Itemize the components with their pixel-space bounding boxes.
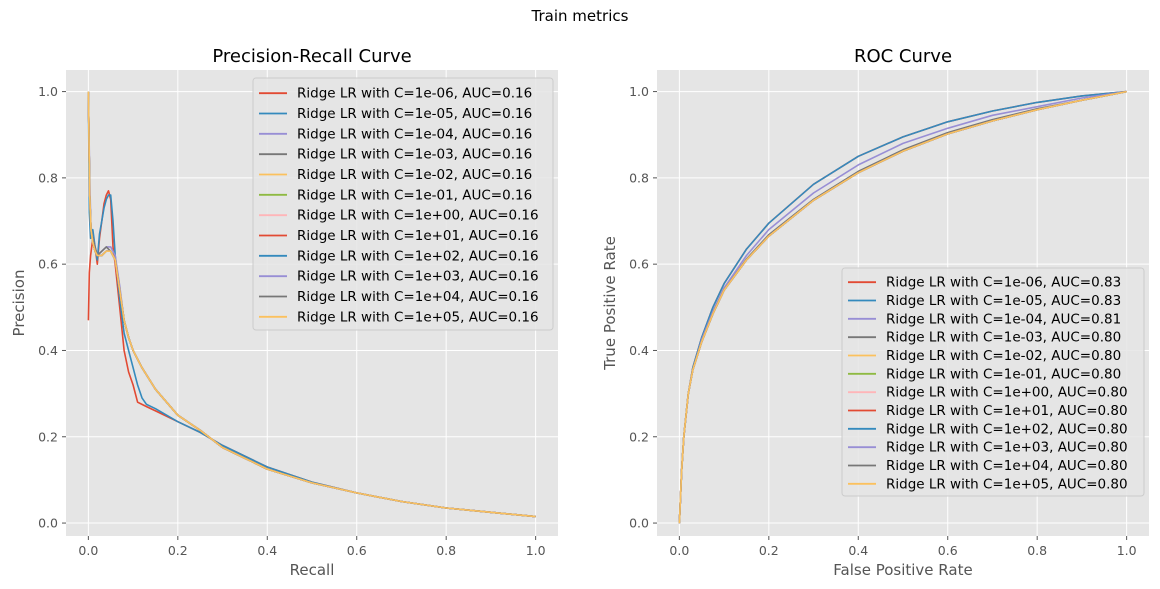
- legend-entry: Ridge LR with C=1e+00, AUC=0.80: [886, 385, 1128, 401]
- y-tick-label: 1.0: [629, 84, 649, 99]
- legend-entry: Ridge LR with C=1e+04, AUC=0.16: [297, 289, 539, 305]
- y-tick-label: 0.6: [629, 257, 649, 272]
- y-tick-label: 0.6: [38, 257, 58, 272]
- legend-entry: Ridge LR with C=1e+01, AUC=0.80: [886, 403, 1128, 419]
- legend-entry: Ridge LR with C=1e+01, AUC=0.16: [297, 228, 539, 244]
- legend-entry: Ridge LR with C=1e+00, AUC=0.16: [297, 208, 539, 224]
- x-tick-label: 0.6: [938, 543, 958, 558]
- y-tick-label: 0.8: [629, 170, 649, 185]
- legend-entry: Ridge LR with C=1e+05, AUC=0.80: [886, 476, 1128, 492]
- legend-entry: Ridge LR with C=1e-05, AUC=0.16: [297, 106, 532, 122]
- x-tick-label: 0.4: [848, 543, 868, 558]
- figure-suptitle: Train metrics: [531, 7, 629, 25]
- x-tick-label: 0.8: [1027, 543, 1047, 558]
- x-tick-label: 0.2: [168, 543, 188, 558]
- legend: Ridge LR with C=1e-06, AUC=0.83 Ridge LR …: [841, 267, 1145, 497]
- legend-entry: Ridge LR with C=1e-02, AUC=0.80: [886, 348, 1121, 364]
- x-axis-label: Recall: [290, 561, 335, 579]
- series-line-12: [678, 90, 1127, 524]
- x-tick-label: 0.6: [347, 543, 367, 558]
- y-tick-label: 1.0: [38, 84, 58, 99]
- chart-title: ROC Curve: [854, 46, 952, 67]
- y-tick-label: 0.0: [38, 516, 58, 531]
- legend-entry: Ridge LR with C=1e-02, AUC=0.16: [297, 167, 532, 183]
- x-tick-label: 0.8: [436, 543, 456, 558]
- legend-entry: Ridge LR with C=1e+03, AUC=0.16: [297, 269, 539, 285]
- x-tick-label: 1.0: [526, 543, 546, 558]
- x-tick-label: 0.0: [669, 543, 689, 558]
- legend-entry: Ridge LR with C=1e-04, AUC=0.16: [297, 126, 532, 142]
- y-axis-label: True Positive Rate: [601, 236, 619, 371]
- legend-frame: [841, 267, 1145, 497]
- x-tick-label: 0.4: [257, 543, 277, 558]
- series-lines: [678, 90, 1127, 524]
- legend-entry: Ridge LR with C=1e+02, AUC=0.16: [297, 248, 539, 264]
- series-line-12: [87, 91, 536, 518]
- y-axis-label: Precision: [10, 270, 28, 337]
- legend-entry: Ridge LR with C=1e+04, AUC=0.80: [886, 458, 1128, 474]
- y-tick-label: 0.2: [629, 429, 649, 444]
- x-tick-label: 0.0: [78, 543, 98, 558]
- x-axis-label: False Positive Rate: [833, 561, 972, 579]
- precision-recall-chart: 0.0 0.2 0.4 0.6 0.8 1.0 0.0 0.2 0.4 0.6 0.8 1.0 Prec…: [10, 46, 558, 579]
- legend-entry: Ridge LR with C=1e+03, AUC=0.80: [886, 440, 1128, 456]
- legend-entry: Ridge LR with C=1e-04, AUC=0.81: [886, 311, 1121, 327]
- legend-entry: Ridge LR with C=1e+02, AUC=0.80: [886, 421, 1128, 437]
- legend: Ridge LR with C=1e-06, AUC=0.16 Ridge LR …: [252, 77, 554, 331]
- x-tick-label: 1.0: [1117, 543, 1137, 558]
- legend-entry: Ridge LR with C=1e-01, AUC=0.16: [297, 187, 532, 203]
- y-tick-label: 0.4: [38, 343, 58, 358]
- y-tick-label: 0.4: [629, 343, 649, 358]
- legend-entry: Ridge LR with C=1e-01, AUC=0.80: [886, 366, 1121, 382]
- legend-entry: Ridge LR with C=1e-03, AUC=0.80: [886, 330, 1121, 346]
- y-tick-label: 0.0: [629, 516, 649, 531]
- chart-title: Precision-Recall Curve: [212, 46, 411, 67]
- legend-entry: Ridge LR with C=1e-06, AUC=0.83: [886, 275, 1121, 291]
- y-tick-label: 0.2: [38, 429, 58, 444]
- legend-entry: Ridge LR with C=1e-03, AUC=0.16: [297, 147, 532, 163]
- legend-frame: [252, 77, 554, 331]
- series-lines: [87, 91, 536, 518]
- legend-entry: Ridge LR with C=1e-05, AUC=0.83: [886, 293, 1121, 309]
- x-tick-label: 0.2: [759, 543, 779, 558]
- legend-entry: Ridge LR with C=1e+05, AUC=0.16: [297, 309, 539, 325]
- roc-chart: 0.0 0.2 0.4 0.6 0.8 1.0 0.0 0.2 0.4 0.6 0.8 1.0 ROC …: [601, 46, 1149, 579]
- y-tick-label: 0.8: [38, 170, 58, 185]
- legend-entry: Ridge LR with C=1e-06, AUC=0.16: [297, 86, 532, 102]
